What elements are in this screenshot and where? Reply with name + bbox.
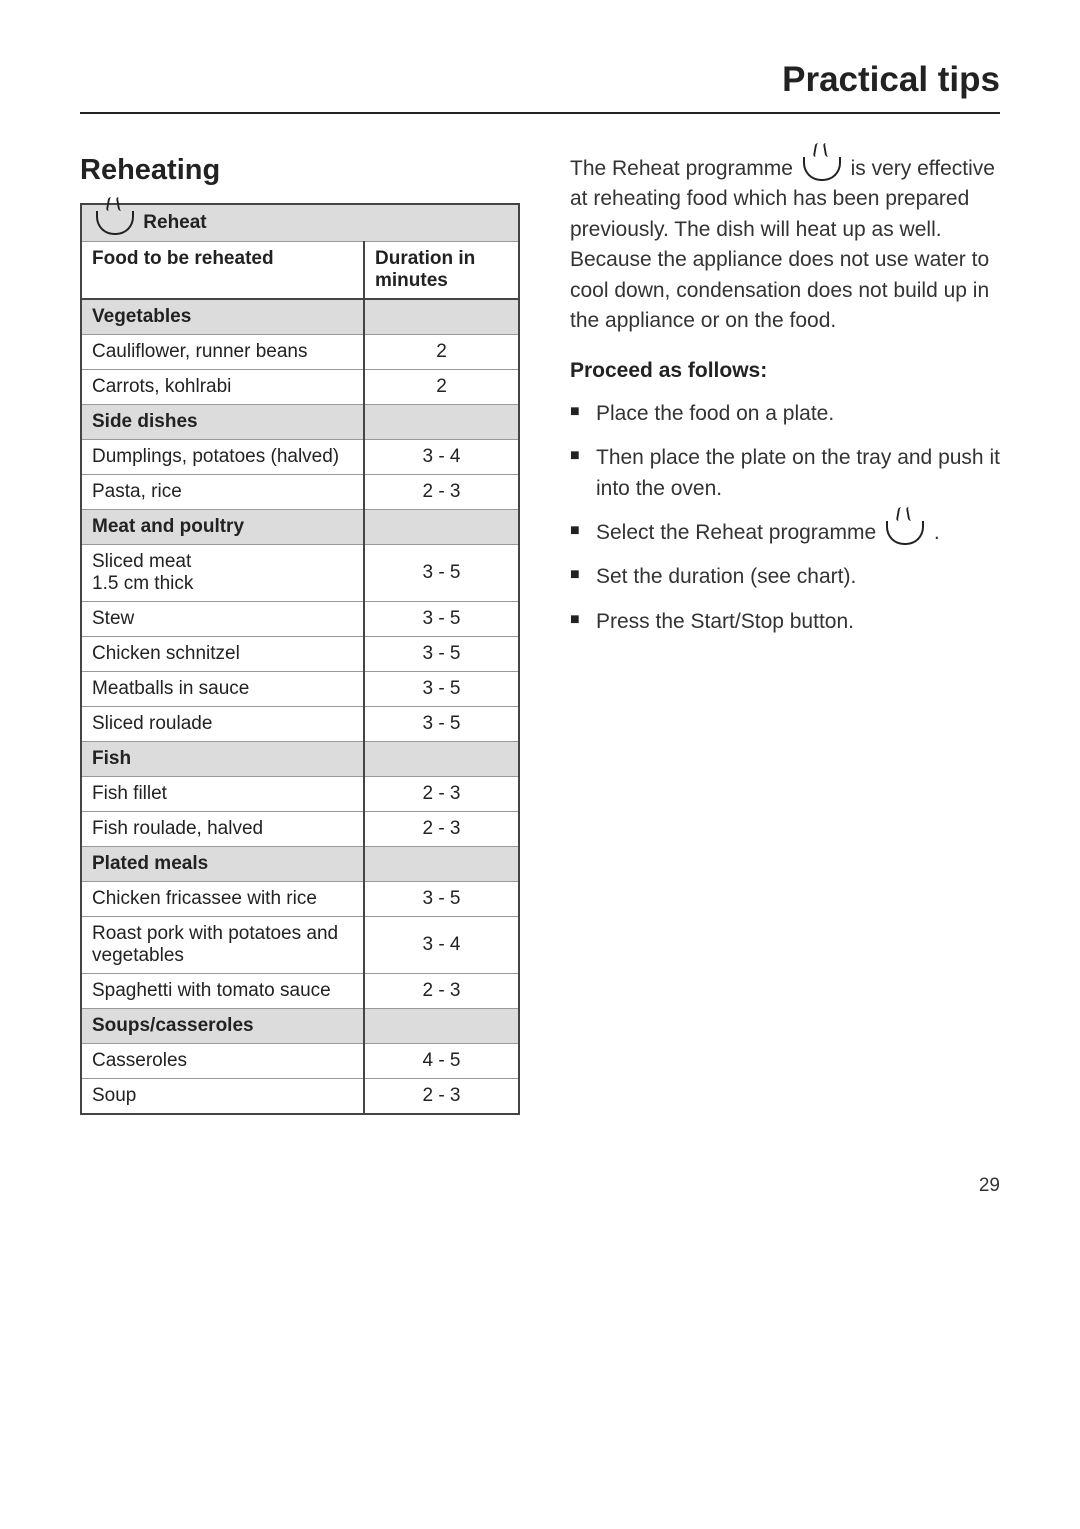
step-item: Select the Reheat programme . (570, 518, 1000, 548)
duration-cell: 3 - 5 (364, 637, 519, 672)
category-label: Soups/casseroles (81, 1009, 364, 1044)
food-cell: Casseroles (81, 1044, 364, 1079)
duration-cell: 3 - 5 (364, 602, 519, 637)
table-row: Chicken fricassee with rice3 - 5 (81, 882, 519, 917)
food-cell: Soup (81, 1079, 364, 1115)
table-row: Roast pork with potatoes and vegetables3… (81, 917, 519, 974)
food-cell: Cauliflower, runner beans (81, 335, 364, 370)
intro-text-a: The Reheat programme (570, 157, 799, 180)
steps-list: Place the food on a plate. Then place th… (570, 399, 1000, 638)
table-head-row: Food to be reheated Duration in minutes (81, 242, 519, 300)
content-columns: Reheating Reheat Food to be reheated Dur… (80, 154, 1000, 1115)
category-label: Side dishes (81, 405, 364, 440)
food-cell: Sliced roulade (81, 707, 364, 742)
food-cell: Stew (81, 602, 364, 637)
duration-cell: 4 - 5 (364, 1044, 519, 1079)
duration-cell: 2 - 3 (364, 777, 519, 812)
food-cell: Dumplings, potatoes (halved) (81, 440, 364, 475)
category-row: Plated meals (81, 847, 519, 882)
table-row: Sliced roulade3 - 5 (81, 707, 519, 742)
table-row: Meatballs in sauce3 - 5 (81, 672, 519, 707)
duration-cell: 2 (364, 370, 519, 405)
reheat-icon (886, 521, 924, 545)
food-cell: Fish fillet (81, 777, 364, 812)
food-cell: Roast pork with potatoes and vegetables (81, 917, 364, 974)
step-item: Press the Start/Stop button. (570, 607, 1000, 637)
food-cell: Chicken schnitzel (81, 637, 364, 672)
reheat-icon (96, 211, 134, 235)
table-title-text: Reheat (143, 212, 206, 233)
step-text: . (934, 521, 940, 544)
food-cell: Sliced meat 1.5 cm thick (81, 545, 364, 602)
food-cell: Meatballs in sauce (81, 672, 364, 707)
col-header-duration: Duration in minutes (364, 242, 519, 300)
step-item: Place the food on a plate. (570, 399, 1000, 429)
table-row: Fish roulade, halved2 - 3 (81, 812, 519, 847)
duration-cell: 2 (364, 335, 519, 370)
food-cell: Pasta, rice (81, 475, 364, 510)
table-row: Stew3 - 5 (81, 602, 519, 637)
section-heading-reheating: Reheating (80, 154, 520, 187)
duration-cell: 2 - 3 (364, 1079, 519, 1115)
page: Practical tips Reheating Reheat Food to … (0, 0, 1080, 1155)
step-text: Select the Reheat programme (596, 521, 882, 544)
table-row: Chicken schnitzel3 - 5 (81, 637, 519, 672)
table-row: Pasta, rice2 - 3 (81, 475, 519, 510)
table-row: Soup2 - 3 (81, 1079, 519, 1115)
duration-cell: 3 - 5 (364, 672, 519, 707)
page-number: 29 (0, 1155, 1080, 1237)
food-cell: Spaghetti with tomato sauce (81, 974, 364, 1009)
table-row: Casseroles4 - 5 (81, 1044, 519, 1079)
table-row: Spaghetti with tomato sauce2 - 3 (81, 974, 519, 1009)
category-row: Soups/casseroles (81, 1009, 519, 1044)
category-row: Meat and poultry (81, 510, 519, 545)
food-cell: Carrots, kohlrabi (81, 370, 364, 405)
category-row: Side dishes (81, 405, 519, 440)
table-row: Fish fillet2 - 3 (81, 777, 519, 812)
category-row: Fish (81, 742, 519, 777)
duration-cell: 3 - 5 (364, 882, 519, 917)
category-label: Plated meals (81, 847, 364, 882)
table-row: Dumplings, potatoes (halved)3 - 4 (81, 440, 519, 475)
table-title-row: Reheat (81, 204, 519, 242)
step-item: Set the duration (see chart). (570, 562, 1000, 592)
col-header-food: Food to be reheated (81, 242, 364, 300)
step-item: Then place the plate on the tray and pus… (570, 443, 1000, 504)
food-cell: Chicken fricassee with rice (81, 882, 364, 917)
category-label: Fish (81, 742, 364, 777)
reheat-icon (803, 157, 841, 181)
page-header-title: Practical tips (80, 60, 1000, 114)
table-row: Carrots, kohlrabi2 (81, 370, 519, 405)
category-label: Meat and poultry (81, 510, 364, 545)
intro-paragraph: The Reheat programme is very effective a… (570, 154, 1000, 337)
duration-cell: 2 - 3 (364, 475, 519, 510)
table-row: Cauliflower, runner beans2 (81, 335, 519, 370)
category-label: Vegetables (81, 299, 364, 335)
intro-text-b: is very effective at reheating food whic… (570, 157, 995, 332)
duration-cell: 3 - 4 (364, 440, 519, 475)
reheat-table: Reheat Food to be reheated Duration in m… (80, 203, 520, 1115)
duration-cell: 2 - 3 (364, 974, 519, 1009)
category-row: Vegetables (81, 299, 519, 335)
duration-cell: 2 - 3 (364, 812, 519, 847)
left-column: Reheating Reheat Food to be reheated Dur… (80, 154, 520, 1115)
duration-cell: 3 - 5 (364, 707, 519, 742)
proceed-heading: Proceed as follows: (570, 359, 1000, 383)
duration-cell: 3 - 4 (364, 917, 519, 974)
table-row: Sliced meat 1.5 cm thick3 - 5 (81, 545, 519, 602)
food-cell: Fish roulade, halved (81, 812, 364, 847)
duration-cell: 3 - 5 (364, 545, 519, 602)
right-column: The Reheat programme is very effective a… (570, 154, 1000, 1115)
